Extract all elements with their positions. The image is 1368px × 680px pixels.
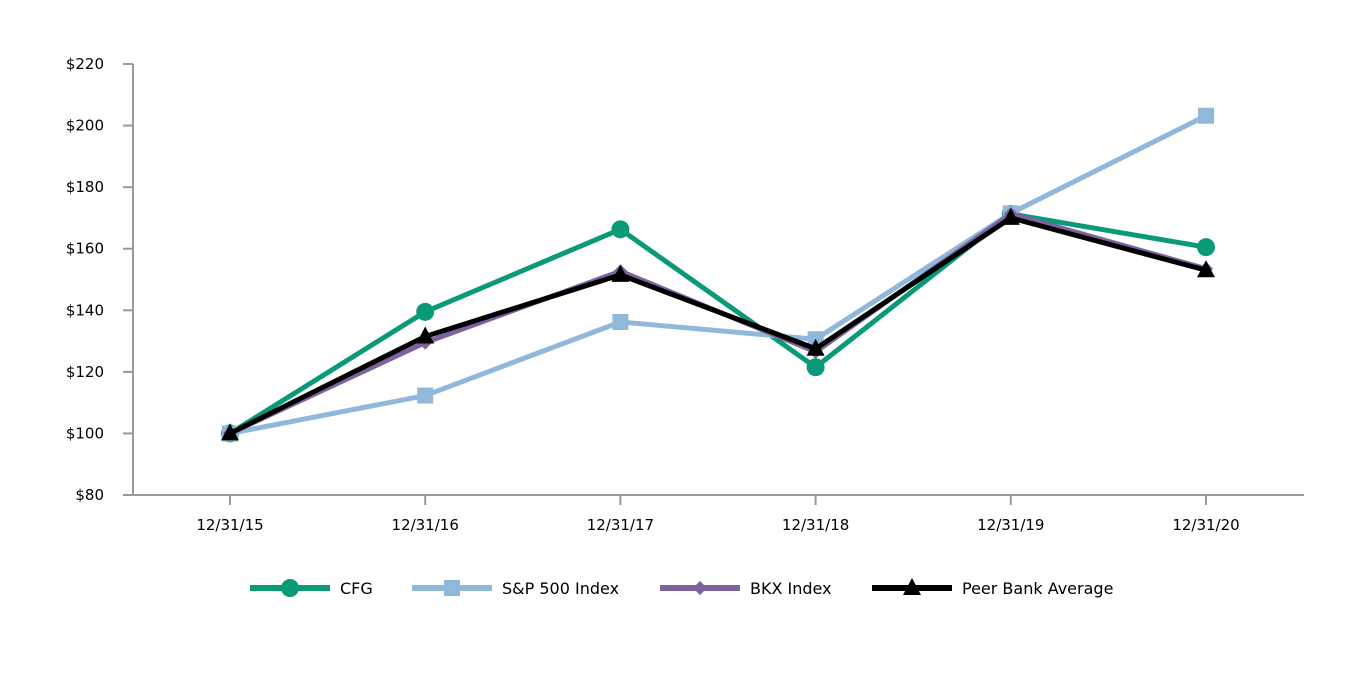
legend-swatch-marker xyxy=(903,578,921,595)
legend-label: S&P 500 Index xyxy=(502,579,619,598)
data-point-peer-bank-average xyxy=(1197,260,1215,278)
data-point-peer-bank-average xyxy=(1001,207,1020,225)
legend-label: Peer Bank Average xyxy=(962,579,1113,598)
x-tick-label: 12/31/19 xyxy=(977,516,1044,534)
legend-swatch-marker xyxy=(281,579,299,597)
legend-item-s-p-500-index: S&P 500 Index xyxy=(412,579,619,598)
x-axis-ticks: 12/31/15 12/31/16 12/31/17 12/31/18 12/31/19… xyxy=(196,495,1240,534)
x-tick-label: 12/31/20 xyxy=(1172,516,1239,534)
series-s-p-500-index xyxy=(222,107,1214,442)
data-point-cfg xyxy=(1197,238,1215,257)
y-tick-label: $80 xyxy=(75,486,104,504)
legend-label: CFG xyxy=(340,579,373,598)
data-point-peer-bank-average xyxy=(416,326,435,344)
y-axis-ticks: $80 $100 $120 $140 $160 $180 $200 $220 xyxy=(66,55,133,504)
x-tick-label: 12/31/18 xyxy=(782,516,849,534)
x-tick-label: 12/31/17 xyxy=(587,516,654,534)
series-peer-bank-average xyxy=(221,207,1215,441)
chart-legend: CFG S&P 500 Index BKX Index Peer Bank Avera… xyxy=(250,578,1113,598)
y-tick-label: $200 xyxy=(66,117,104,135)
y-tick-label: $220 xyxy=(66,55,104,73)
data-point-cfg xyxy=(416,302,435,321)
data-point-s-p-500-index xyxy=(612,313,629,330)
chart-axes xyxy=(123,64,1304,496)
legend-item-peer-bank-average: Peer Bank Average xyxy=(872,578,1113,598)
legend-swatch-marker xyxy=(693,581,707,595)
series-line-cfg xyxy=(228,211,1207,436)
legend-item-cfg: CFG xyxy=(250,579,373,598)
series-line-peer-bank-average xyxy=(228,215,1207,436)
data-point-s-p-500-index xyxy=(417,387,434,404)
y-tick-label: $140 xyxy=(66,301,104,319)
data-point-peer-bank-average xyxy=(221,423,239,441)
data-point-s-p-500-index xyxy=(1198,107,1214,124)
series-line-s-p-500-index xyxy=(229,113,1208,436)
x-tick-label: 12/31/15 xyxy=(196,516,263,534)
data-point-cfg xyxy=(806,358,825,377)
data-point-cfg xyxy=(611,220,630,239)
y-tick-label: $160 xyxy=(66,240,104,258)
y-tick-label: $120 xyxy=(66,363,104,381)
y-tick-label: $180 xyxy=(66,178,104,196)
legend-swatch-marker xyxy=(444,580,460,596)
data-point-peer-bank-average xyxy=(611,264,630,282)
legend-item-bkx-index: BKX Index xyxy=(660,579,832,598)
series-line-bkx-index xyxy=(228,211,1207,436)
y-tick-label: $100 xyxy=(66,424,104,442)
x-tick-label: 12/31/16 xyxy=(392,516,459,534)
series-layer xyxy=(221,107,1215,443)
data-point-peer-bank-average xyxy=(806,338,825,356)
legend-label: BKX Index xyxy=(750,579,832,598)
